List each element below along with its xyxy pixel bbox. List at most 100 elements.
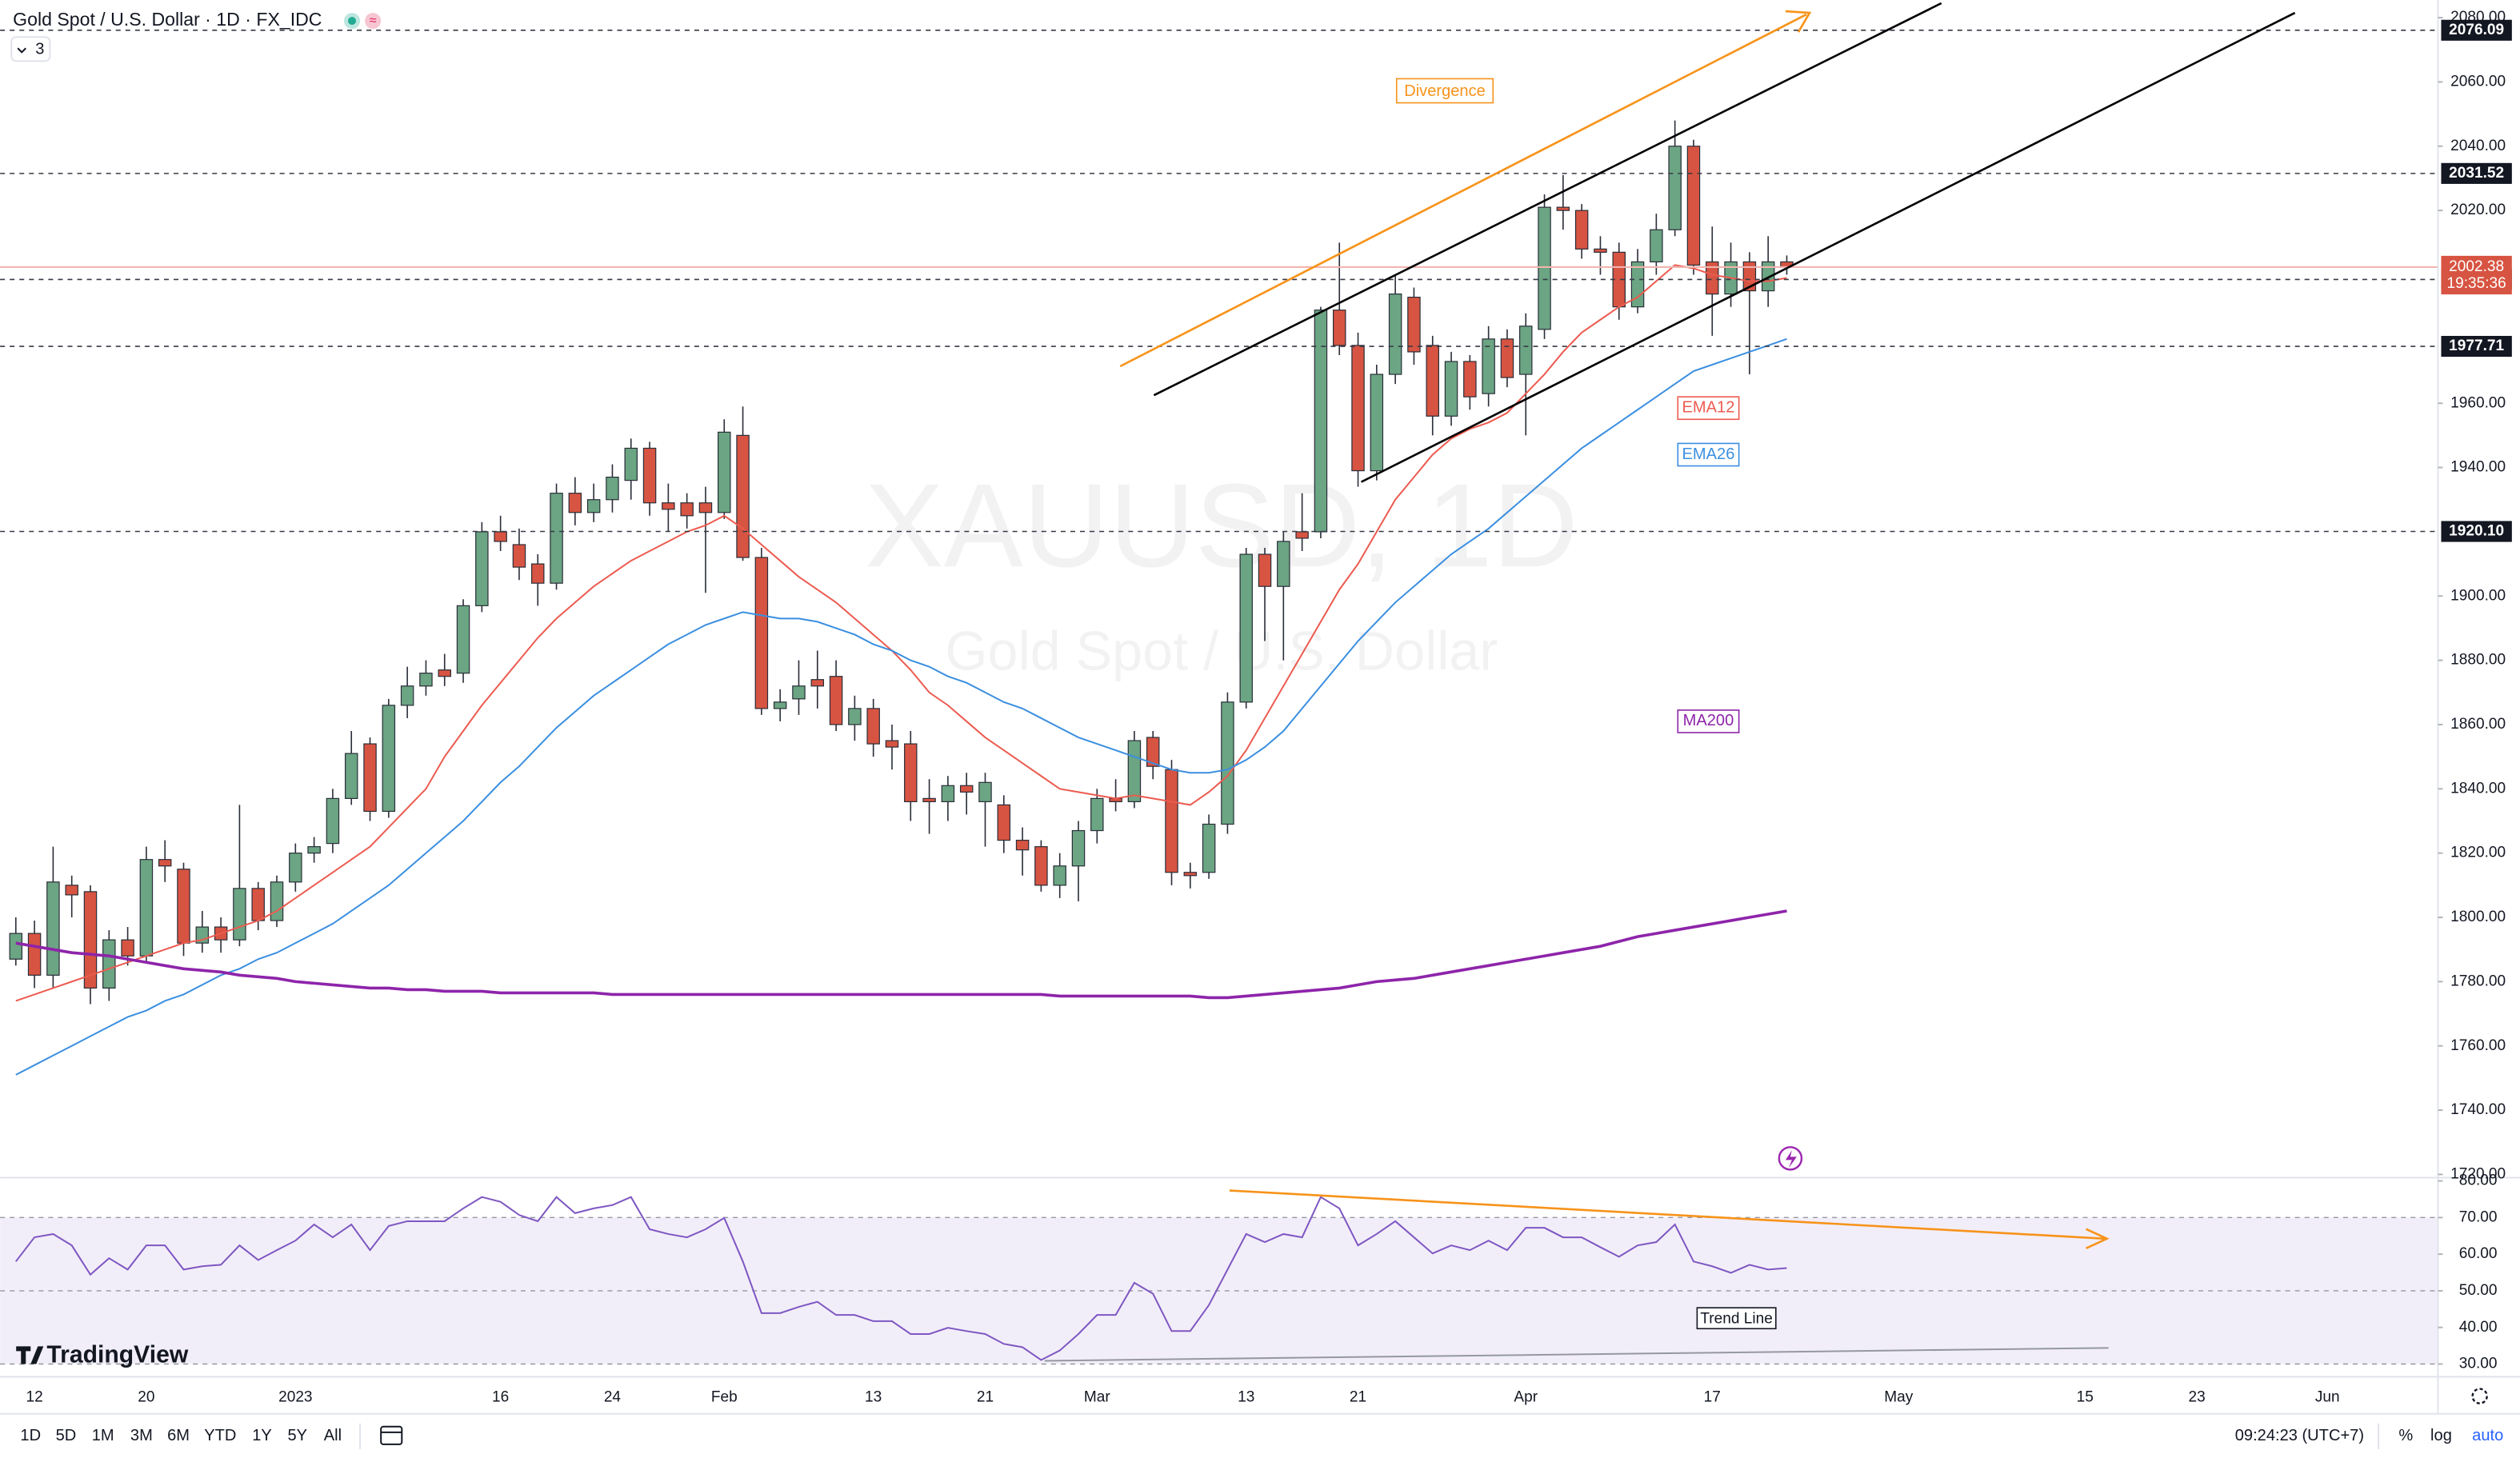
range-button[interactable]: 5D [56,1427,77,1444]
x-tick-label: May [1884,1389,1914,1406]
indicator-toggle[interactable] [10,36,51,62]
brand-name[interactable]: TradingView [46,1341,188,1368]
brand-logo [16,1346,44,1364]
x-tick-label: 12 [26,1389,42,1406]
candle-body [829,676,843,725]
candle-body [1090,797,1104,832]
candle-body [885,740,899,748]
candle-body [922,797,936,802]
legend-box [1677,709,1740,733]
x-tick-label: 15 [2077,1389,2094,1406]
arrow-head [1785,10,1812,33]
candle-body [512,544,526,568]
candle-body [158,859,172,867]
range-button[interactable]: 3M [130,1427,153,1444]
indicator-line [15,909,1787,1000]
date-range-button[interactable] [380,1425,403,1445]
candle-body [531,563,545,584]
candle-body [1034,846,1048,886]
scale-percent[interactable]: % [2398,1427,2413,1444]
header: Gold Spot / U.S. Dollar · 1D · FX_IDC ≈ … [10,9,382,62]
candle-body [1071,829,1086,867]
candle-body [1146,737,1160,767]
candle-body [1500,338,1514,378]
candle-body [698,502,713,513]
rsi-divergence-line[interactable] [1229,1189,2106,1240]
range-button[interactable]: All [324,1427,342,1444]
candle-body [27,933,42,976]
candle-body [1183,872,1198,877]
candle-body [475,531,489,606]
candle-body [773,701,787,709]
candle-body [792,685,806,700]
indicator-line [15,264,1787,1002]
x-tick-label: 23 [2189,1389,2206,1406]
candle-body [941,785,955,802]
y-tick-label: 1760.00 [2450,1037,2506,1054]
symbol-title[interactable]: Gold Spot / U.S. Dollar · 1D · FX_IDC [13,9,322,30]
candle-body [46,881,60,976]
data-status[interactable] [365,13,382,30]
candle-body [754,557,769,709]
alert-icon[interactable] [1778,1146,1803,1171]
price-axis-bg [2438,0,2520,1377]
candle-body [121,939,134,957]
y-tick-label: 2060.00 [2450,73,2506,90]
drawings: Divergence Trend Line [1044,2,2296,1362]
range-button[interactable]: YTD [204,1427,236,1444]
scale-log[interactable]: log [2430,1427,2452,1444]
rsi-trend-line[interactable] [1044,1347,2109,1362]
range-button[interactable]: 1D [20,1427,41,1444]
candle-body [1258,553,1272,587]
y-tick-label: 1800.00 [2450,909,2506,925]
chevron [17,47,26,54]
level-label: 1920.10 [2449,523,2504,540]
candle-body [1761,261,1775,292]
x-tick-label: 21 [977,1389,994,1406]
data-status-icon: ≈ [370,13,377,27]
candle-body [438,669,451,677]
range-button[interactable]: 6M [167,1427,190,1444]
candle-body [997,804,1011,841]
candle-body [1053,865,1066,886]
brand: TradingView [16,1341,189,1368]
legend-box [1677,442,1740,467]
clock[interactable]: 09:24:23 (UTC+7) [2235,1427,2364,1444]
settings-button[interactable] [2471,1388,2488,1404]
rsi-tick-label: 50.00 [2459,1282,2498,1299]
last-price-box [2441,255,2512,295]
x-tick-label: Jun [2315,1389,2340,1406]
arrow-head [2085,1228,2110,1250]
y-tick-label: 2040.00 [2450,138,2506,154]
legend-box [1677,396,1740,421]
candle-body [363,743,377,813]
annotation-divergence[interactable]: Divergence [1404,82,1486,100]
candle-body [662,502,675,510]
channel-lower[interactable] [1360,11,2296,483]
divergence-arrow[interactable] [1119,13,1807,368]
candle-body [718,431,731,513]
y-tick-label: 1880.00 [2450,652,2506,669]
level-label-box [2441,19,2512,41]
watermark-subtitle: Gold Spot / U.S. Dollar [945,621,1498,682]
range-button[interactable]: 1Y [252,1427,272,1444]
x-tick-label: 13 [1238,1389,1254,1406]
candle-body [83,891,98,989]
candle-body [1407,297,1421,353]
y-tick-label: 1720.00 [2450,1165,2506,1182]
candle-body [1556,206,1570,211]
candle-body [65,885,78,896]
range-button[interactable]: 5Y [287,1427,307,1444]
candle-body [419,673,433,687]
annotation-trend-line[interactable]: Trend Line [1700,1310,1773,1327]
level-label-box [2441,521,2512,542]
range-button[interactable]: 1M [92,1427,114,1444]
candle-body [344,753,358,799]
rsi-pane [0,1196,2438,1365]
indicator-count: 3 [35,41,44,58]
scale-auto[interactable]: auto [2472,1427,2503,1444]
channel-upper[interactable] [1153,2,1942,397]
candle-body [550,493,563,584]
